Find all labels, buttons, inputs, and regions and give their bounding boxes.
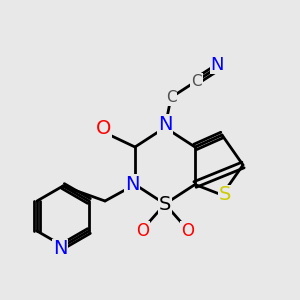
Text: N: N [158,115,172,134]
Text: O: O [96,119,111,139]
Text: C: C [191,74,202,88]
Text: O: O [136,222,149,240]
Text: S: S [219,185,231,205]
Text: C: C [166,90,176,105]
Text: S: S [159,194,171,214]
Text: N: N [125,175,139,194]
Text: N: N [53,239,67,259]
Text: N: N [211,56,224,74]
Text: O: O [181,222,194,240]
